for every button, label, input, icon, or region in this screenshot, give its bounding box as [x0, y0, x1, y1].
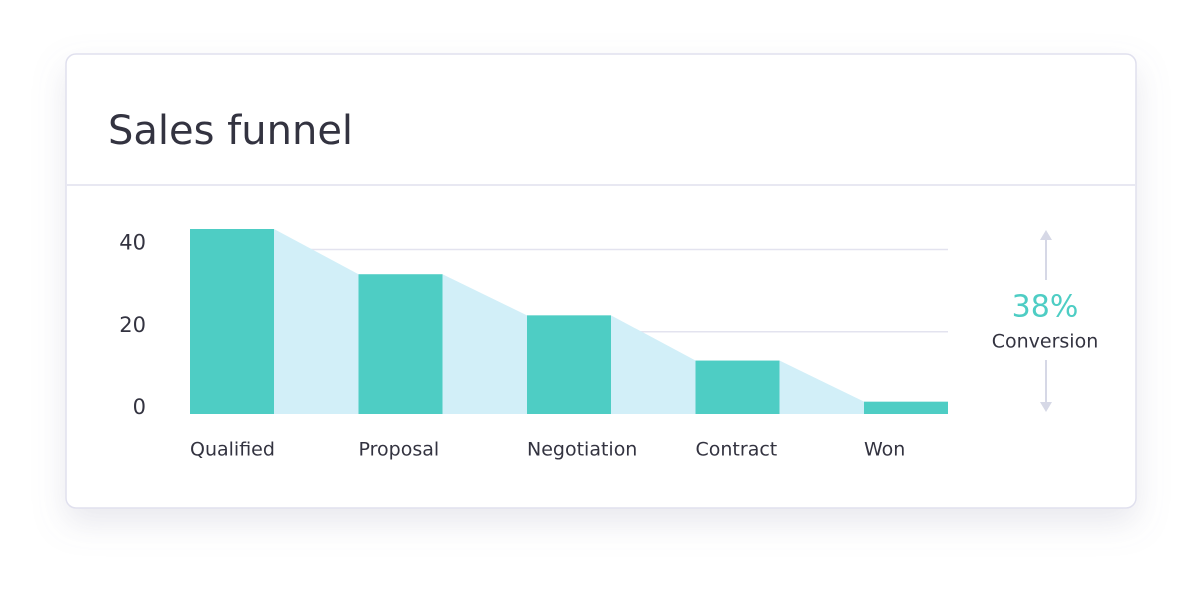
arrow-head [1040, 402, 1052, 412]
x-tick-label: Negotiation [527, 439, 637, 461]
x-tick-label: Won [864, 439, 905, 461]
funnel-area [779, 360, 864, 414]
conversion-value: 38% [1012, 290, 1079, 325]
funnel-area [611, 315, 696, 414]
x-tick-label: Qualified [190, 439, 275, 461]
x-tick-label: Contract [696, 439, 778, 461]
x-tick-label: Proposal [359, 439, 440, 461]
bar [527, 315, 611, 414]
conversion-label: Conversion [992, 331, 1099, 353]
plot: 0 20 40 Qualified Proposal Negotiation Contrac… [119, 229, 948, 461]
funnel-area [442, 274, 527, 414]
arrow-head [1040, 230, 1052, 240]
bar [695, 360, 780, 414]
bar [864, 401, 948, 414]
card-title: Sales funnel [108, 108, 353, 154]
y-tick-label: 40 [119, 231, 146, 255]
bar [190, 229, 274, 414]
funnel-area [274, 229, 359, 414]
bar [358, 274, 443, 414]
y-tick-label: 20 [119, 313, 146, 337]
y-tick-label: 0 [133, 395, 146, 419]
